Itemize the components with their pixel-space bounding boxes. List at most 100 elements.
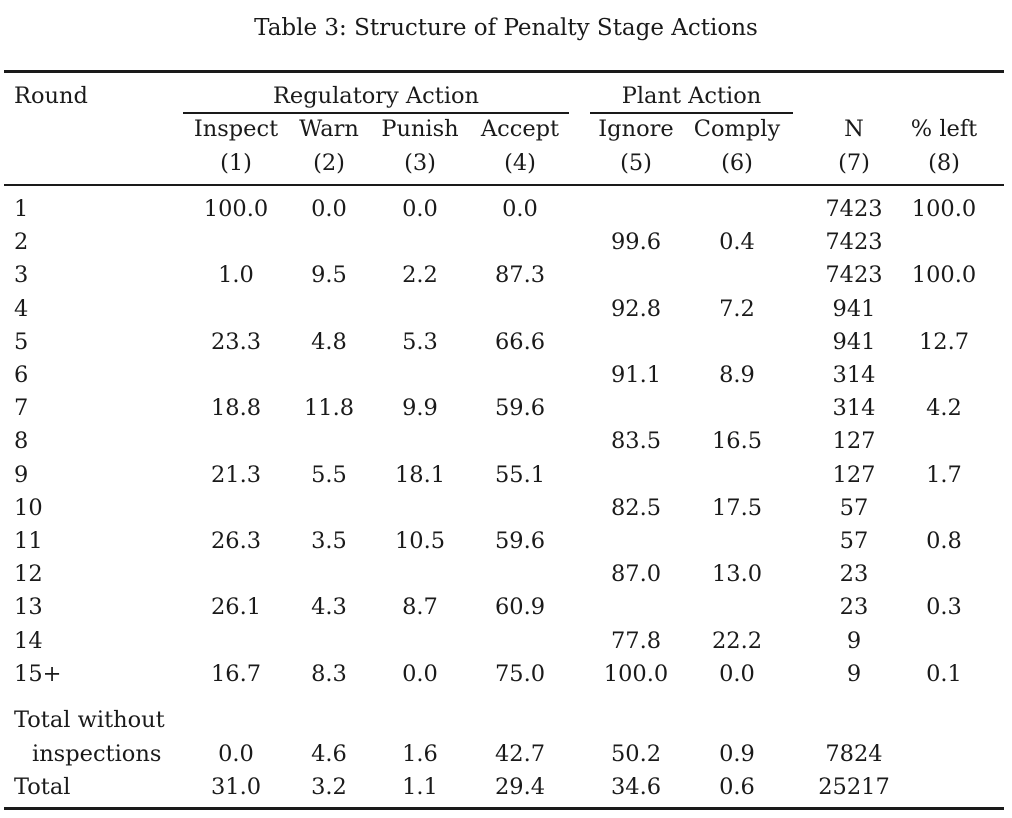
- row-label: 13: [14, 594, 43, 621]
- table-cell: 91.1: [610, 362, 662, 388]
- table-cell: 66.6: [494, 328, 546, 355]
- table-cell: 0.0: [719, 660, 755, 687]
- column-header-name: Inspect: [193, 116, 279, 142]
- table-cell: 57: [839, 528, 869, 554]
- table-cell: 87.3: [494, 262, 546, 289]
- table-cell: 314: [832, 362, 876, 388]
- table-cell: 7423: [825, 196, 883, 222]
- table-cell: 0.8: [926, 528, 962, 554]
- column-header-number: (4): [504, 150, 536, 176]
- table-cell: 57: [839, 494, 869, 521]
- total-without-label-line1: Total without: [14, 707, 165, 733]
- table-cell: 13.0: [711, 561, 763, 588]
- table-cell: 4.3: [311, 594, 347, 621]
- table-cell: 87.0: [610, 561, 662, 588]
- column-header-name: Warn: [299, 116, 359, 142]
- table-cell: 18.8: [210, 395, 262, 422]
- table-cell: 26.3: [210, 528, 262, 554]
- plant-group-rule: [590, 112, 793, 114]
- table-cell: 75.0: [494, 660, 546, 687]
- table-cell: 77.8: [610, 627, 662, 654]
- table-cell: 83.5: [610, 428, 662, 455]
- total-cell: 25217: [818, 774, 890, 800]
- table-cell: 7423: [825, 229, 883, 256]
- table-cell: 8.9: [719, 362, 755, 388]
- table-cell: 82.5: [610, 494, 662, 521]
- column-header-name: Comply: [693, 116, 781, 142]
- column-header-name: Ignore: [598, 116, 674, 142]
- table-cell: 100.0: [603, 660, 669, 687]
- table-cell: 23: [839, 561, 869, 588]
- table-cell: 127: [832, 461, 876, 488]
- total-label: Total: [14, 774, 71, 800]
- total-cell: 0.6: [719, 774, 755, 800]
- table-cell: 0.4: [719, 229, 755, 256]
- column-header-number: (8): [928, 150, 960, 176]
- table-cell: 4.8: [311, 328, 347, 355]
- total-without-cell: 50.2: [610, 741, 662, 767]
- table-cell: 16.5: [711, 428, 763, 455]
- row-label: 14: [14, 627, 43, 654]
- column-header-name: Accept: [480, 116, 560, 142]
- table-caption: Table 3: Structure of Penalty Stage Acti…: [254, 15, 758, 41]
- table-cell: 60.9: [494, 594, 546, 621]
- table-cell: 59.6: [494, 528, 546, 554]
- table-cell: 9.5: [311, 262, 347, 289]
- table-cell: 8.3: [311, 660, 347, 687]
- total-cell: 1.1: [402, 774, 438, 800]
- row-label: 2: [14, 229, 29, 256]
- table-cell: 18.1: [394, 461, 446, 488]
- table-cell: 100.0: [203, 196, 269, 222]
- total-cell: 29.4: [494, 774, 546, 800]
- total-cell: 34.6: [610, 774, 662, 800]
- table-cell: 55.1: [494, 461, 546, 488]
- regulatory-group-rule: [183, 112, 569, 114]
- column-header-name: N: [844, 116, 864, 142]
- table-cell: 0.1: [926, 660, 962, 687]
- row-label: 4: [14, 295, 29, 322]
- table-cell: 0.0: [311, 196, 347, 222]
- top-rule: [4, 70, 1004, 73]
- table-cell: 127: [832, 428, 876, 455]
- table-cell: 7423: [825, 262, 883, 289]
- column-header-number: (7): [838, 150, 870, 176]
- table-cell: 16.7: [210, 660, 262, 687]
- table-cell: 8.7: [402, 594, 438, 621]
- row-label: 8: [14, 428, 29, 455]
- column-header-name: Punish: [381, 116, 459, 142]
- table-cell: 2.2: [402, 262, 438, 289]
- column-header-name: % left: [910, 116, 978, 142]
- total-without-cell: 0.0: [218, 741, 254, 767]
- table-cell: 9: [846, 627, 862, 654]
- table-cell: 21.3: [210, 461, 262, 488]
- row-label: 5: [14, 328, 29, 355]
- column-header-number: (1): [220, 150, 252, 176]
- table-cell: 22.2: [711, 627, 763, 654]
- total-without-cell: 0.9: [719, 741, 755, 767]
- table-cell: 0.0: [402, 660, 438, 687]
- table-cell: 941: [832, 328, 876, 355]
- table-cell: 59.6: [494, 395, 546, 422]
- table-cell: 26.1: [210, 594, 262, 621]
- row-label: 6: [14, 362, 29, 388]
- row-label: 12: [14, 561, 43, 588]
- total-without-cell: 42.7: [494, 741, 546, 767]
- total-without-cell: 1.6: [402, 741, 438, 767]
- table-cell: 9: [846, 660, 862, 687]
- table-cell: 17.5: [711, 494, 763, 521]
- table-cell: 1.7: [926, 461, 962, 488]
- total-cell: 31.0: [210, 774, 262, 800]
- table-cell: 23: [839, 594, 869, 621]
- table-cell: 5.5: [311, 461, 347, 488]
- row-label: 11: [14, 528, 43, 554]
- table-cell: 10.5: [394, 528, 446, 554]
- column-header-number: (6): [721, 150, 753, 176]
- table-cell: 0.0: [502, 196, 538, 222]
- table-cell: 0.0: [402, 196, 438, 222]
- row-label: 1: [14, 196, 29, 222]
- row-label: 3: [14, 262, 29, 289]
- table-cell: 3.5: [311, 528, 347, 554]
- total-without-label-line2: inspections: [32, 741, 162, 767]
- total-without-cell: 4.6: [311, 741, 347, 767]
- column-header-number: (5): [620, 150, 652, 176]
